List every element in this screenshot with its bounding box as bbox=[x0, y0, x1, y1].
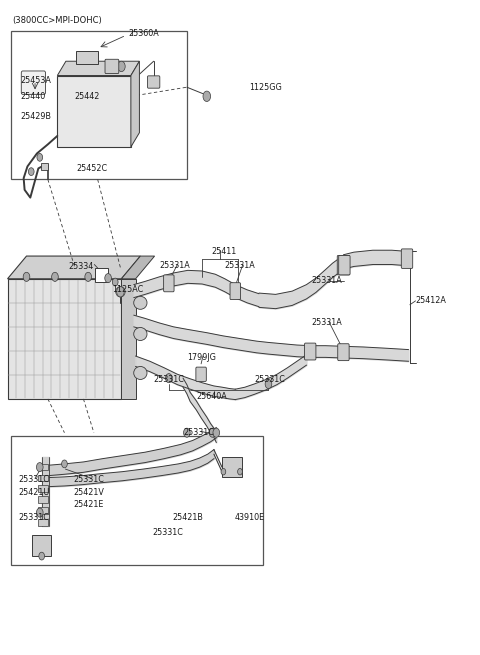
Ellipse shape bbox=[134, 296, 147, 309]
FancyBboxPatch shape bbox=[337, 255, 349, 275]
Text: 43910E: 43910E bbox=[234, 514, 264, 522]
Bar bbox=[12, 436, 263, 565]
Ellipse shape bbox=[134, 328, 147, 341]
Bar bbox=[121, 279, 136, 399]
Circle shape bbox=[118, 61, 125, 71]
Text: 25331A: 25331A bbox=[311, 276, 342, 285]
Circle shape bbox=[166, 373, 172, 383]
FancyBboxPatch shape bbox=[338, 344, 349, 361]
Polygon shape bbox=[121, 256, 155, 279]
Text: 25331C: 25331C bbox=[154, 375, 184, 384]
Bar bbox=[38, 475, 48, 481]
FancyBboxPatch shape bbox=[105, 60, 119, 73]
Text: 25429B: 25429B bbox=[21, 112, 52, 121]
Text: 25442: 25442 bbox=[74, 92, 99, 102]
Text: MIN
MAX: MIN MAX bbox=[76, 106, 87, 117]
Text: 25411: 25411 bbox=[212, 247, 237, 256]
Bar bbox=[95, 268, 108, 282]
Circle shape bbox=[238, 468, 242, 475]
Bar bbox=[76, 51, 97, 64]
Text: 1799JG: 1799JG bbox=[187, 353, 216, 362]
FancyBboxPatch shape bbox=[339, 255, 350, 275]
Text: 25331C: 25331C bbox=[73, 475, 104, 484]
Text: 25421V: 25421V bbox=[73, 488, 104, 497]
FancyBboxPatch shape bbox=[147, 76, 160, 88]
Text: 25331C: 25331C bbox=[254, 375, 285, 384]
Circle shape bbox=[52, 272, 58, 282]
Bar bbox=[32, 535, 51, 556]
Circle shape bbox=[85, 272, 92, 282]
Text: 25360A: 25360A bbox=[129, 29, 159, 39]
FancyBboxPatch shape bbox=[304, 343, 316, 360]
Text: 25421U: 25421U bbox=[18, 488, 49, 497]
Text: 25331A: 25331A bbox=[311, 318, 342, 327]
Text: 25331C: 25331C bbox=[183, 428, 214, 437]
Bar bbox=[8, 279, 121, 399]
Text: 25421B: 25421B bbox=[173, 514, 204, 522]
Circle shape bbox=[183, 428, 190, 438]
Bar bbox=[38, 508, 48, 514]
Bar bbox=[38, 519, 48, 525]
Text: 25452C: 25452C bbox=[76, 164, 108, 173]
Text: 1125AC: 1125AC bbox=[112, 285, 143, 293]
Text: 25331C: 25331C bbox=[18, 513, 49, 521]
FancyBboxPatch shape bbox=[196, 367, 206, 381]
Ellipse shape bbox=[134, 366, 147, 379]
Text: 25453A: 25453A bbox=[21, 76, 52, 85]
Circle shape bbox=[105, 274, 111, 283]
Text: 25331A: 25331A bbox=[225, 261, 255, 271]
Text: 1125GG: 1125GG bbox=[250, 83, 282, 92]
Circle shape bbox=[265, 379, 272, 388]
Circle shape bbox=[36, 462, 43, 472]
Text: 25412A: 25412A bbox=[416, 296, 446, 305]
Circle shape bbox=[221, 468, 226, 475]
Text: 25331A: 25331A bbox=[159, 261, 190, 271]
Text: 25334: 25334 bbox=[68, 262, 94, 271]
Circle shape bbox=[36, 508, 43, 517]
Circle shape bbox=[23, 272, 30, 282]
Bar bbox=[57, 75, 131, 147]
FancyBboxPatch shape bbox=[21, 71, 46, 94]
Bar bbox=[38, 496, 48, 503]
FancyBboxPatch shape bbox=[164, 275, 174, 291]
Polygon shape bbox=[131, 61, 139, 147]
Polygon shape bbox=[57, 61, 139, 75]
Polygon shape bbox=[8, 256, 140, 279]
Circle shape bbox=[61, 460, 67, 468]
Circle shape bbox=[117, 287, 124, 297]
Circle shape bbox=[39, 552, 45, 560]
Text: 25331C: 25331C bbox=[18, 475, 49, 484]
Bar bbox=[41, 163, 48, 170]
Text: 25331C: 25331C bbox=[152, 527, 183, 536]
Bar bbox=[222, 457, 242, 477]
Circle shape bbox=[213, 428, 219, 438]
Circle shape bbox=[112, 278, 118, 286]
FancyBboxPatch shape bbox=[401, 249, 413, 269]
Text: 25421E: 25421E bbox=[73, 500, 103, 509]
Text: 25640A: 25640A bbox=[196, 392, 227, 402]
Circle shape bbox=[37, 153, 43, 161]
Text: (3800CC>MPI-DOHC): (3800CC>MPI-DOHC) bbox=[12, 16, 102, 26]
Text: 25440: 25440 bbox=[21, 92, 46, 102]
Bar bbox=[38, 485, 48, 492]
Circle shape bbox=[28, 168, 34, 176]
Circle shape bbox=[203, 91, 211, 102]
FancyBboxPatch shape bbox=[230, 283, 240, 299]
Ellipse shape bbox=[116, 287, 125, 297]
Circle shape bbox=[209, 428, 216, 438]
Bar bbox=[12, 31, 187, 179]
Bar bbox=[38, 464, 48, 470]
